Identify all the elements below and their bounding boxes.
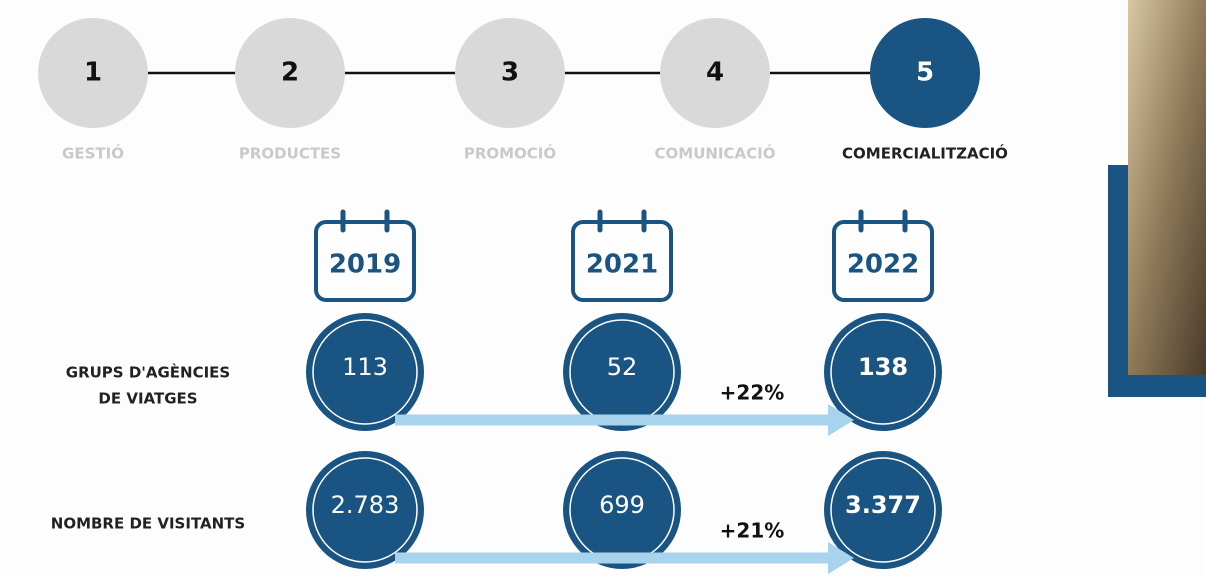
row-label: DE VIATGES: [98, 390, 197, 408]
calendar-icon: [832, 220, 934, 302]
value-circle: [824, 451, 942, 569]
step-circle: [38, 18, 148, 128]
value: 3.377: [845, 491, 921, 519]
value: 138: [858, 353, 908, 381]
value-circle: [563, 451, 681, 569]
step-circle: [455, 18, 565, 128]
step-label: PROMOCIÓ: [464, 144, 556, 163]
value: 52: [607, 353, 638, 381]
value-ring: [830, 319, 936, 425]
step-number: 3: [501, 58, 519, 88]
value-ring: [830, 457, 936, 563]
value: 113: [342, 353, 388, 381]
value: 2.783: [331, 491, 400, 519]
value-circle: [306, 451, 424, 569]
value-circle: [563, 313, 681, 431]
cathedral-photo: [1128, 0, 1206, 375]
row-label: NOMBRE DE VISITANTS: [51, 515, 245, 533]
step-label: COMERCIALITZACIÓ: [842, 144, 1008, 163]
calendar-icon: [314, 220, 416, 302]
value-circle: [306, 313, 424, 431]
year: 2019: [329, 250, 401, 280]
step-label: COMUNICACIÓ: [655, 144, 776, 163]
value-circle: [824, 313, 942, 431]
calendar-icon: [571, 220, 673, 302]
year: 2022: [847, 250, 919, 280]
step-number: 5: [916, 58, 934, 88]
value-ring: [312, 457, 418, 563]
step-circle: [660, 18, 770, 128]
value-ring: [312, 319, 418, 425]
step-circle: [870, 18, 980, 128]
change: +21%: [720, 519, 785, 543]
step-number: 4: [706, 58, 724, 88]
step-circle: [235, 18, 345, 128]
step-label: PRODUCTES: [239, 145, 341, 163]
value: 699: [599, 491, 645, 519]
arrow-head: [828, 542, 854, 574]
change: +22%: [720, 381, 785, 405]
year: 2021: [586, 250, 658, 280]
row-label: GRUPS D'AGÈNCIES: [66, 363, 230, 382]
step-number: 2: [281, 58, 299, 88]
step-number: 1: [84, 58, 102, 88]
arrow-head: [828, 404, 854, 436]
step-label: GESTIÓ: [62, 144, 124, 163]
